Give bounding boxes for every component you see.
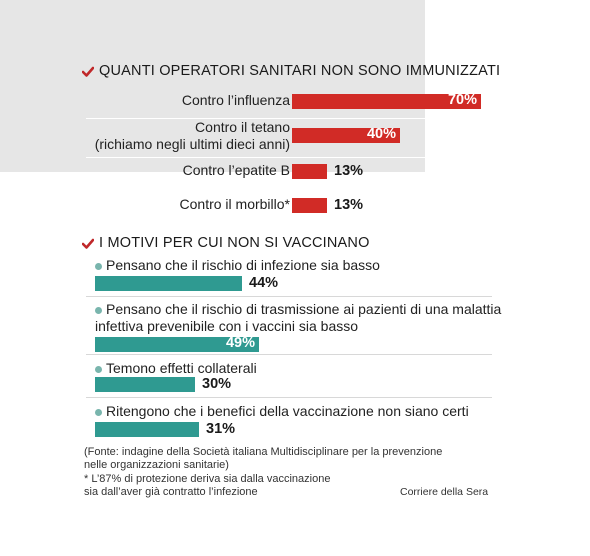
reason-label-line-2: infettiva prevenibile con i vaccini sia … xyxy=(95,318,359,334)
bar xyxy=(292,128,400,143)
chart-1-title: QUANTI OPERATORI SANITARI NON SONO IMMUN… xyxy=(99,63,501,79)
bar xyxy=(95,377,195,392)
category-label-line-2: (richiamo negli ultimi dieci anni) xyxy=(94,136,290,152)
category-label: Contro il tetano xyxy=(195,119,290,135)
bar-value-label: 13% xyxy=(334,163,364,179)
bar-value-label: 70% xyxy=(447,92,477,108)
bullet-dot xyxy=(95,307,102,314)
reason-label: Pensano che il rischio di trasmissione a… xyxy=(106,301,502,317)
source-note-line-1: (Fonte: indagine della Società italiana … xyxy=(84,446,443,458)
bar-value-label: 31% xyxy=(206,421,236,437)
bar-value-label: 49% xyxy=(225,335,255,351)
top-panel-background xyxy=(0,0,425,172)
row-separator xyxy=(86,189,492,190)
checkmark-icon xyxy=(82,66,94,77)
bar-value-label: 44% xyxy=(249,275,279,291)
reason-label: Temono effetti collaterali xyxy=(106,360,257,376)
bar xyxy=(292,94,481,109)
bullet-dot xyxy=(95,263,102,270)
checkmark-icon xyxy=(82,238,94,249)
bar xyxy=(95,422,199,437)
row-separator xyxy=(86,354,492,355)
category-label: Contro l’influenza xyxy=(181,92,290,108)
bar-value-label: 40% xyxy=(366,126,396,142)
bullet-dot xyxy=(95,366,102,373)
source-note-line-2: nelle organizzazioni sanitarie) xyxy=(84,459,229,471)
bar xyxy=(95,337,259,352)
reason-label: Pensano che il rischio di infezione sia … xyxy=(106,257,380,273)
category-label: Contro l’epatite B xyxy=(182,162,290,178)
bar-value-label: 13% xyxy=(334,197,364,213)
chart-2-title: I MOTIVI PER CUI NON SI VACCINANO xyxy=(99,235,370,251)
asterisk-note-line-2: sia dall’aver già contratto l’infezione xyxy=(84,486,258,498)
row-separator xyxy=(86,157,492,158)
bar xyxy=(95,276,242,291)
bar xyxy=(292,164,327,179)
bullet-dot xyxy=(95,409,102,416)
row-separator xyxy=(86,296,492,297)
asterisk-note-line-1: * L’87% di protezione deriva sia dalla v… xyxy=(84,473,331,485)
row-separator xyxy=(86,397,492,398)
bar-value-label: 30% xyxy=(202,376,232,392)
row-separator xyxy=(86,118,492,119)
credit-label: Corriere della Sera xyxy=(400,486,489,498)
category-label: Contro il morbillo* xyxy=(179,196,290,212)
reason-label: Ritengono che i benefici della vaccinazi… xyxy=(106,403,469,419)
bar xyxy=(292,198,327,213)
